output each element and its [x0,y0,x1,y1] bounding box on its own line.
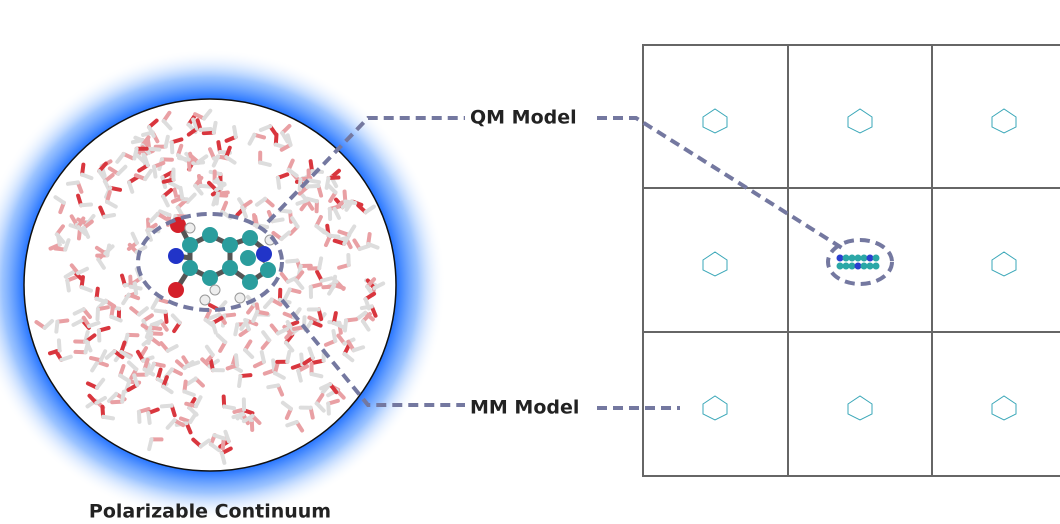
oh-bond [287,261,297,262]
oh-bond [134,149,136,159]
oh-bond [273,220,283,222]
oh-bond [262,352,264,362]
oh-bond [122,392,124,402]
oh-bond [139,412,140,422]
oh-bond [103,417,113,419]
oh-bond [236,355,237,365]
oh-bond [67,281,69,291]
oh-bond [345,321,346,331]
oh-bond [287,352,289,362]
oh-bond [172,142,173,152]
oh-bond [345,202,355,204]
oh-bond [201,129,211,130]
oh-bond [162,406,172,407]
oh-bond [307,199,317,202]
oh-bond [149,439,151,449]
oh-bond [268,385,278,387]
oh-bond [104,215,114,217]
oh-bond [180,188,182,198]
oh-bond [85,343,88,353]
oh-bond [81,205,91,206]
oh-bond [235,324,237,334]
oh-bond [233,414,243,417]
oh-bond [148,413,149,423]
oh-bond [298,371,301,381]
oh-bond [328,404,329,414]
oh-bond [288,135,291,145]
oh-bond [214,123,216,133]
oh-bond [333,331,335,341]
oh-bond [278,178,279,188]
oh-bond [149,149,159,150]
oh-bond [68,182,78,183]
oh-bond [156,311,166,312]
oh-bond [201,186,211,187]
oh-bond [312,374,322,376]
diagram: QM Model MM Model Polarizable Continuum [0,0,1060,524]
oh-bond [260,163,270,165]
oh-bond [59,340,60,350]
oh-bond [56,322,57,332]
oh-bond [154,167,155,177]
oh-bond [319,258,321,268]
oh-bond [322,278,332,280]
oh-bond [222,453,224,463]
oh-bond [239,376,240,386]
oh-bond [280,210,290,211]
oh-bond [301,355,302,365]
oh-bond [300,180,301,190]
oh-bond [131,287,141,289]
oh-bond [273,360,274,370]
oh-bond [133,140,143,142]
oh-bond [224,406,234,408]
oh-bond [166,137,168,147]
oh-bond [309,180,319,182]
oh-bond [179,158,189,160]
oh-bond [234,127,236,137]
oh-bond [217,194,218,204]
oh-bond [134,375,137,385]
